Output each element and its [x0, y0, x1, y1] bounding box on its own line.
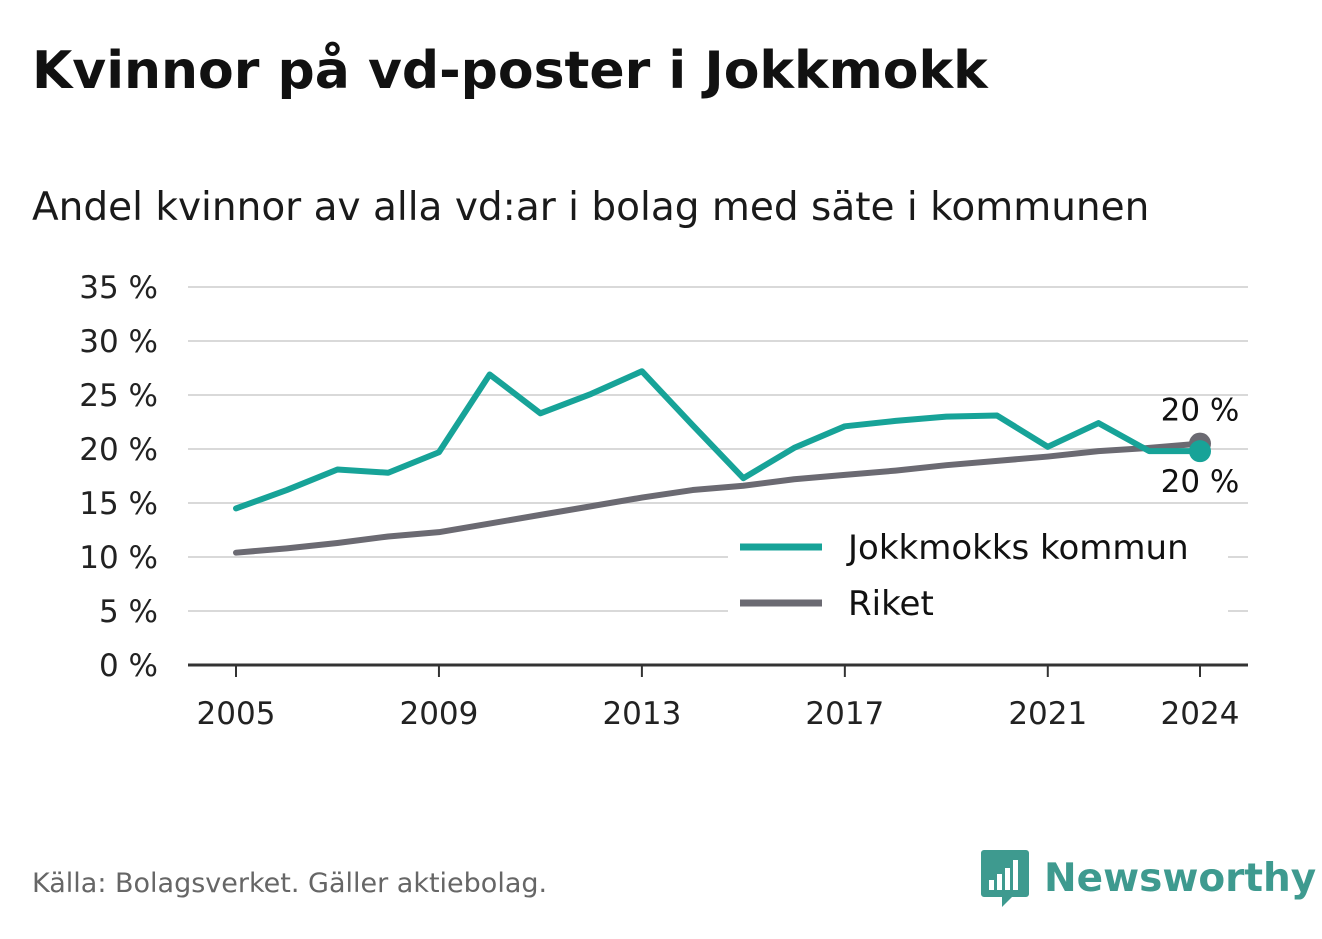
x-tick-label: 2017: [805, 696, 884, 732]
series-line-riket: [233, 440, 1203, 556]
chart-subtitle: Andel kvinnor av alla vd:ar i bolag med …: [32, 185, 1150, 230]
y-tick-label: 10 %: [79, 540, 158, 576]
bar-chart-bubble-icon: [981, 850, 1029, 907]
series-line-jokkmokk: [233, 368, 1203, 512]
x-tick-label: 2013: [602, 696, 681, 732]
y-tick-label: 25 %: [79, 378, 158, 414]
brand-name: Newsworthy: [1044, 855, 1317, 901]
source-note: Källa: Bolagsverket. Gäller aktiebolag.: [32, 868, 548, 899]
chart-title: Kvinnor på vd-poster i Jokkmokk: [32, 41, 988, 101]
y-tick-label: 15 %: [79, 486, 158, 522]
y-tick-label: 5 %: [99, 594, 158, 630]
legend-label: Jokkmokks kommun: [846, 528, 1189, 568]
legend-label: Riket: [848, 584, 934, 624]
y-tick-label: 35 %: [79, 270, 158, 306]
x-tick-label: 2024: [1161, 696, 1240, 732]
end-label-jokkmokk: 20 %: [1161, 464, 1240, 500]
y-tick-label: 0 %: [99, 648, 158, 684]
end-label-riket: 20 %: [1161, 393, 1240, 429]
y-tick-label: 30 %: [79, 324, 158, 360]
brand-logo: Newsworthy: [980, 846, 1316, 910]
y-tick-label: 20 %: [79, 432, 158, 468]
x-tick-label: 2009: [399, 696, 478, 732]
x-tick-label: 2021: [1008, 696, 1087, 732]
x-tick-label: 2005: [197, 696, 276, 732]
end-point-jokkmokk: [1189, 440, 1211, 463]
